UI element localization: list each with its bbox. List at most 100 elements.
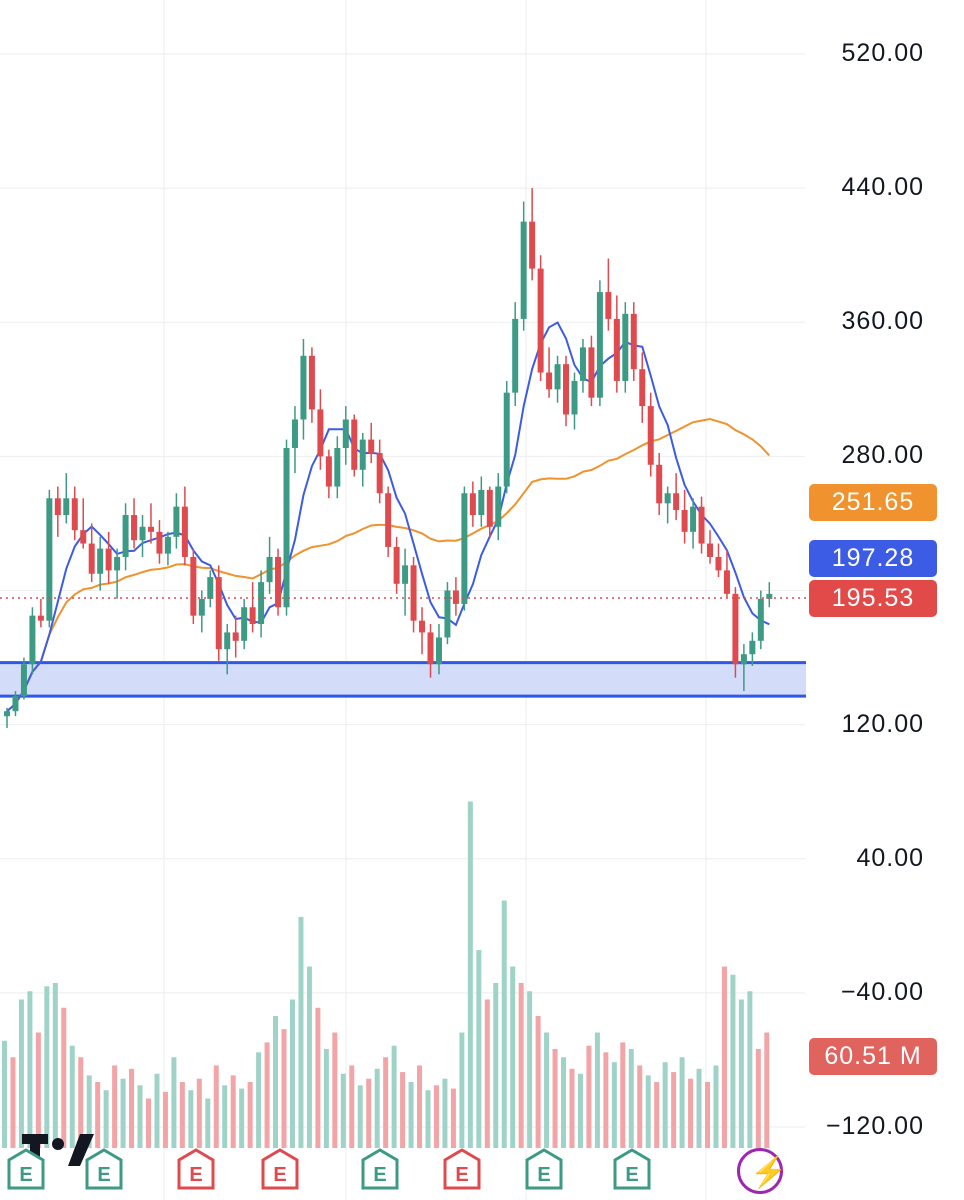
volume-bar [35,1032,41,1148]
candle-body [402,565,409,584]
volume-bar [738,999,744,1148]
candle-body [12,696,19,712]
volume-bar [433,1085,439,1148]
candle-body [29,615,36,665]
volume-bar [730,974,736,1148]
volume-bar [357,1085,363,1148]
candle-body [139,526,146,541]
candle-body [114,556,121,571]
candle-body [351,419,358,470]
volume-bar [501,900,507,1148]
volume-bar [544,1032,550,1148]
price-axis-tick: −120.00 [825,1112,924,1140]
volume-bar [44,986,50,1148]
candle-body [342,419,349,448]
volume-bar [256,1052,262,1148]
candle-body [249,607,256,625]
candle-body [224,632,231,650]
candle-body [529,221,536,269]
earnings-event-badge[interactable]: E [260,1148,300,1192]
candle-body [275,556,282,608]
earnings-event-badge[interactable]: E [6,1148,46,1192]
candle-body [88,543,95,574]
earnings-event-badge[interactable]: E [176,1148,216,1192]
earnings-event-badge[interactable]: E [360,1148,400,1192]
volume-bar [103,1090,109,1148]
volume-bar [69,1045,75,1148]
volume-bar [78,1057,84,1148]
volume-bar [188,1090,194,1148]
earnings-event-letter: E [455,1164,468,1186]
volume-bar [721,966,727,1148]
volume-bar [611,1062,617,1148]
volume-bar [323,1049,329,1148]
price-axis-tick: −40.00 [840,977,924,1006]
candle-body [690,506,697,532]
candle-body [359,439,366,470]
volume-bar [179,1082,185,1148]
volume-bar [569,1068,575,1148]
volume-bar [239,1088,245,1148]
volume-bar [154,1073,160,1148]
volume-bar [52,983,58,1148]
volume-bar [112,1065,118,1148]
volume-bar [484,999,490,1148]
candle-body [122,515,129,557]
volume-bar [662,1062,668,1148]
candle-body [63,498,70,516]
candle-body [537,268,544,373]
candle-body [368,439,375,454]
earnings-event-badge[interactable]: E [84,1148,124,1192]
volume-bar [510,966,516,1148]
candle-body [198,598,205,616]
tradingview-logo-icon[interactable] [22,1134,94,1173]
volume-bar [671,1072,677,1148]
volume-bar [162,1091,168,1148]
last-price-tag: 195.53 [809,580,937,617]
volume-bar [459,1032,465,1148]
volume-bar [713,1065,719,1148]
candle-body [673,493,680,511]
candle-body [698,506,705,544]
volume-bar [493,983,499,1148]
candle-body [376,453,383,494]
volume-bar [196,1078,202,1148]
candle-body [622,313,629,381]
candle-body [131,515,138,541]
volume-bar [417,1065,423,1148]
volume-bar [527,991,533,1148]
price-axis-tick: 440.00 [841,173,924,202]
lightning-assistant-icon[interactable]: ⚡ [737,1148,787,1194]
candle-body [427,632,434,665]
volume-bar [298,917,304,1148]
fast-ma-line [6,321,770,712]
volume-tag: 60.51 M [809,1038,937,1075]
price-axis-tick: 120.00 [841,709,924,738]
candle-body [596,292,603,398]
volume-bar [120,1078,126,1148]
candle-body [164,536,171,554]
candle-body [308,355,315,410]
candle-body [732,593,739,665]
earnings-event-badge[interactable]: E [442,1148,482,1192]
earnings-event-badge[interactable]: E [524,1148,564,1192]
volume-bar [340,1073,346,1148]
candle-body [588,347,595,398]
candle-body [190,556,197,616]
candle-body [740,654,747,665]
volume-bar [705,1082,711,1148]
candle-body [766,593,773,599]
candle-body [97,548,104,574]
candle-body [173,506,180,537]
price-axis-tick: 360.00 [841,307,924,336]
candle-body [681,510,688,532]
volume-bar [518,983,524,1148]
candle-body [444,590,451,638]
earnings-event-badge[interactable]: E [612,1148,652,1192]
volume-bar [374,1068,380,1148]
volume-bar [332,1032,338,1148]
candle-body [546,372,553,390]
volume-bar [289,999,295,1148]
candle-body [393,546,400,584]
